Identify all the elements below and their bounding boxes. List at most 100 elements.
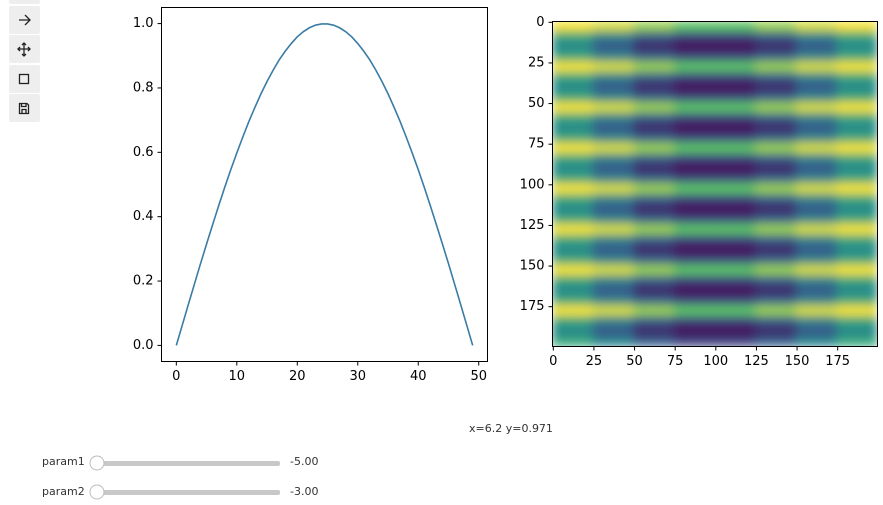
slider-2[interactable]: param2 -3.00 [42, 484, 318, 500]
image-cell [836, 102, 877, 113]
image-cell [836, 203, 877, 215]
image-cell [552, 213, 594, 225]
image-cell [836, 244, 877, 256]
image-cell [592, 51, 634, 63]
image-cell [673, 213, 715, 225]
image-cell [795, 21, 837, 32]
image-cell [714, 142, 756, 154]
image-cell [673, 112, 715, 124]
x-tick-label: 150 [785, 354, 810, 369]
image-cell [673, 102, 715, 113]
x-tick-label: 30 [349, 369, 366, 384]
image-cell [552, 305, 594, 317]
image-cell [755, 21, 797, 32]
image-cell [755, 285, 797, 296]
image-cell [836, 315, 877, 327]
image-cell [836, 81, 877, 93]
image-cell [836, 41, 877, 52]
image-cell [552, 173, 594, 184]
image-cell [714, 112, 756, 124]
data-line [175, 23, 474, 346]
image-cell [592, 285, 634, 296]
forward-button[interactable] [9, 6, 40, 34]
image-cell [714, 92, 756, 103]
x-tick-label: 125 [744, 354, 769, 369]
image-cell [836, 112, 877, 124]
image-cell [552, 102, 594, 113]
image-cell [633, 213, 675, 225]
back-button[interactable] [9, 0, 40, 4]
image-cell [836, 234, 877, 245]
pan-button[interactable] [9, 35, 40, 63]
image-cell [714, 305, 756, 317]
y-tick-label: 25 [528, 55, 545, 70]
image-cell [714, 173, 756, 184]
image-cell [755, 264, 797, 276]
image-cell [673, 335, 715, 346]
image-cell [552, 234, 594, 245]
image-cell [673, 295, 715, 306]
image-cell [836, 295, 877, 306]
image-cell [836, 51, 877, 63]
image-cell [755, 183, 797, 195]
image-cell [795, 71, 837, 83]
image-cell [755, 335, 797, 346]
image-cell [755, 274, 797, 286]
image-cell [552, 153, 594, 164]
x-tick-label: 0 [549, 354, 557, 369]
image-cell [714, 285, 756, 296]
image-cell [755, 213, 797, 225]
image-cell [714, 61, 756, 73]
slider-1[interactable]: param1 -5.00 [42, 455, 318, 471]
slider-value: -5.00 [290, 455, 318, 468]
zoom-button[interactable] [9, 65, 40, 93]
image-cell [836, 274, 877, 286]
image-cell [755, 244, 797, 256]
button-bg [9, 94, 40, 122]
image-cell [755, 142, 797, 154]
image-cell [714, 21, 756, 32]
image-cell [673, 193, 715, 205]
image-cell [755, 203, 797, 215]
image-cell [592, 132, 634, 144]
image-cell [795, 254, 837, 266]
image-cell [552, 295, 594, 306]
y-tick-label: 1.0 [133, 16, 154, 31]
slider-knob[interactable] [89, 455, 105, 471]
image-cell [836, 224, 877, 235]
image-cell [592, 112, 634, 124]
image-cell [714, 254, 756, 266]
image-cell [633, 21, 675, 32]
image-cell [836, 142, 877, 154]
slider-label: param2 [42, 485, 85, 498]
save-button[interactable] [9, 94, 40, 122]
image-cell [673, 81, 715, 93]
image-cell [633, 254, 675, 266]
image-cell [633, 183, 675, 195]
y-tick-label: 0.6 [133, 145, 154, 160]
image-cell [633, 142, 675, 154]
image-cell [592, 305, 634, 317]
image-cell [592, 173, 634, 184]
image-cell [592, 142, 634, 154]
image-cell [714, 122, 756, 134]
image-cell [673, 285, 715, 296]
image-cell [836, 325, 877, 337]
image-cell [714, 81, 756, 93]
image-cell [714, 274, 756, 286]
image-cell [673, 305, 715, 317]
x-tick-label: 100 [703, 354, 728, 369]
image-cell [795, 244, 837, 256]
image-cell [836, 173, 877, 184]
image-cell [755, 132, 797, 144]
image-cell [673, 244, 715, 256]
slider-knob[interactable] [89, 484, 105, 500]
image-cell [836, 163, 877, 174]
image-cell [633, 335, 675, 346]
image-cell [755, 234, 797, 245]
image-cell [633, 295, 675, 306]
image-cell [795, 193, 837, 205]
image-cell [795, 274, 837, 286]
image-cell [795, 335, 837, 346]
